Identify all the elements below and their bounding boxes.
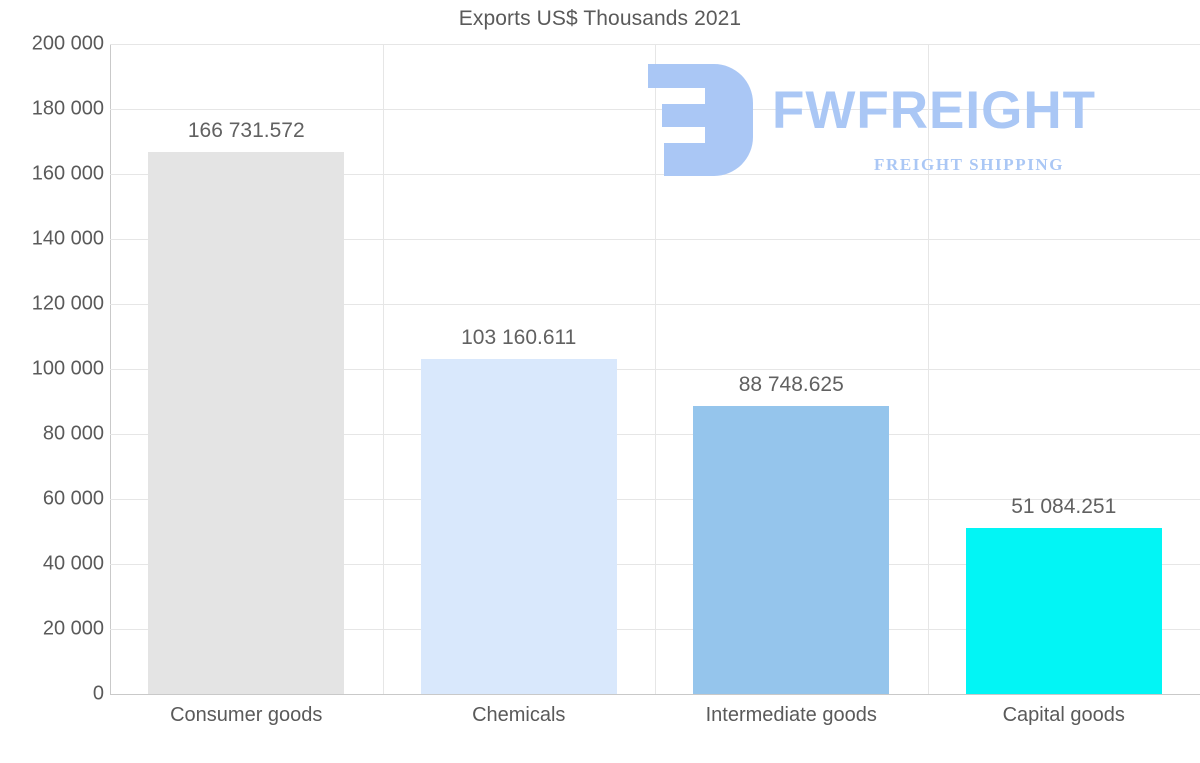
y-axis-tick-label: 0	[92, 682, 104, 705]
x-axis-tick-label: Chemicals	[472, 704, 566, 726]
y-axis-tick-labels: 200 000 180 000 160 000 140 000 120 000 100 0…	[0, 33, 104, 705]
gridline-vertical	[655, 44, 656, 694]
plot-area	[110, 44, 1200, 695]
bar-value-label: 51 084.251	[1011, 494, 1117, 518]
chart-title: Exports US$ Thousands 2021	[458, 7, 742, 30]
y-axis-tick-label: 20 000	[42, 617, 104, 640]
y-axis-tick-label: 60 000	[42, 487, 104, 510]
bar-value-label: 166 731.572	[187, 119, 305, 143]
y-axis-tick-label: 100 000	[31, 357, 104, 380]
bar-value-label: 88 748.625	[738, 372, 844, 396]
bar[interactable]	[693, 405, 890, 694]
bar[interactable]	[965, 527, 1162, 694]
bar[interactable]	[420, 358, 617, 694]
x-axis-tick-label: Consumer goods	[170, 704, 323, 726]
bar[interactable]	[148, 152, 345, 694]
y-axis-tick-label: 160 000	[31, 162, 104, 185]
axis-baseline	[110, 694, 1200, 695]
y-axis-tick-label: 80 000	[42, 422, 104, 445]
y-axis-tick-label: 120 000	[31, 292, 104, 315]
y-axis-tick-label: 140 000	[31, 227, 104, 250]
y-axis-tick-label: 180 000	[31, 97, 104, 120]
y-axis-tick-label: 40 000	[42, 552, 104, 575]
y-axis-tick-label: 200 000	[31, 32, 104, 55]
bar-value-label: 103 160.611	[461, 325, 577, 349]
gridline-vertical	[383, 44, 384, 694]
x-axis-tick-label: Capital goods	[1002, 704, 1125, 726]
gridline-vertical	[928, 44, 929, 694]
x-axis-tick-label: Intermediate goods	[705, 704, 877, 726]
